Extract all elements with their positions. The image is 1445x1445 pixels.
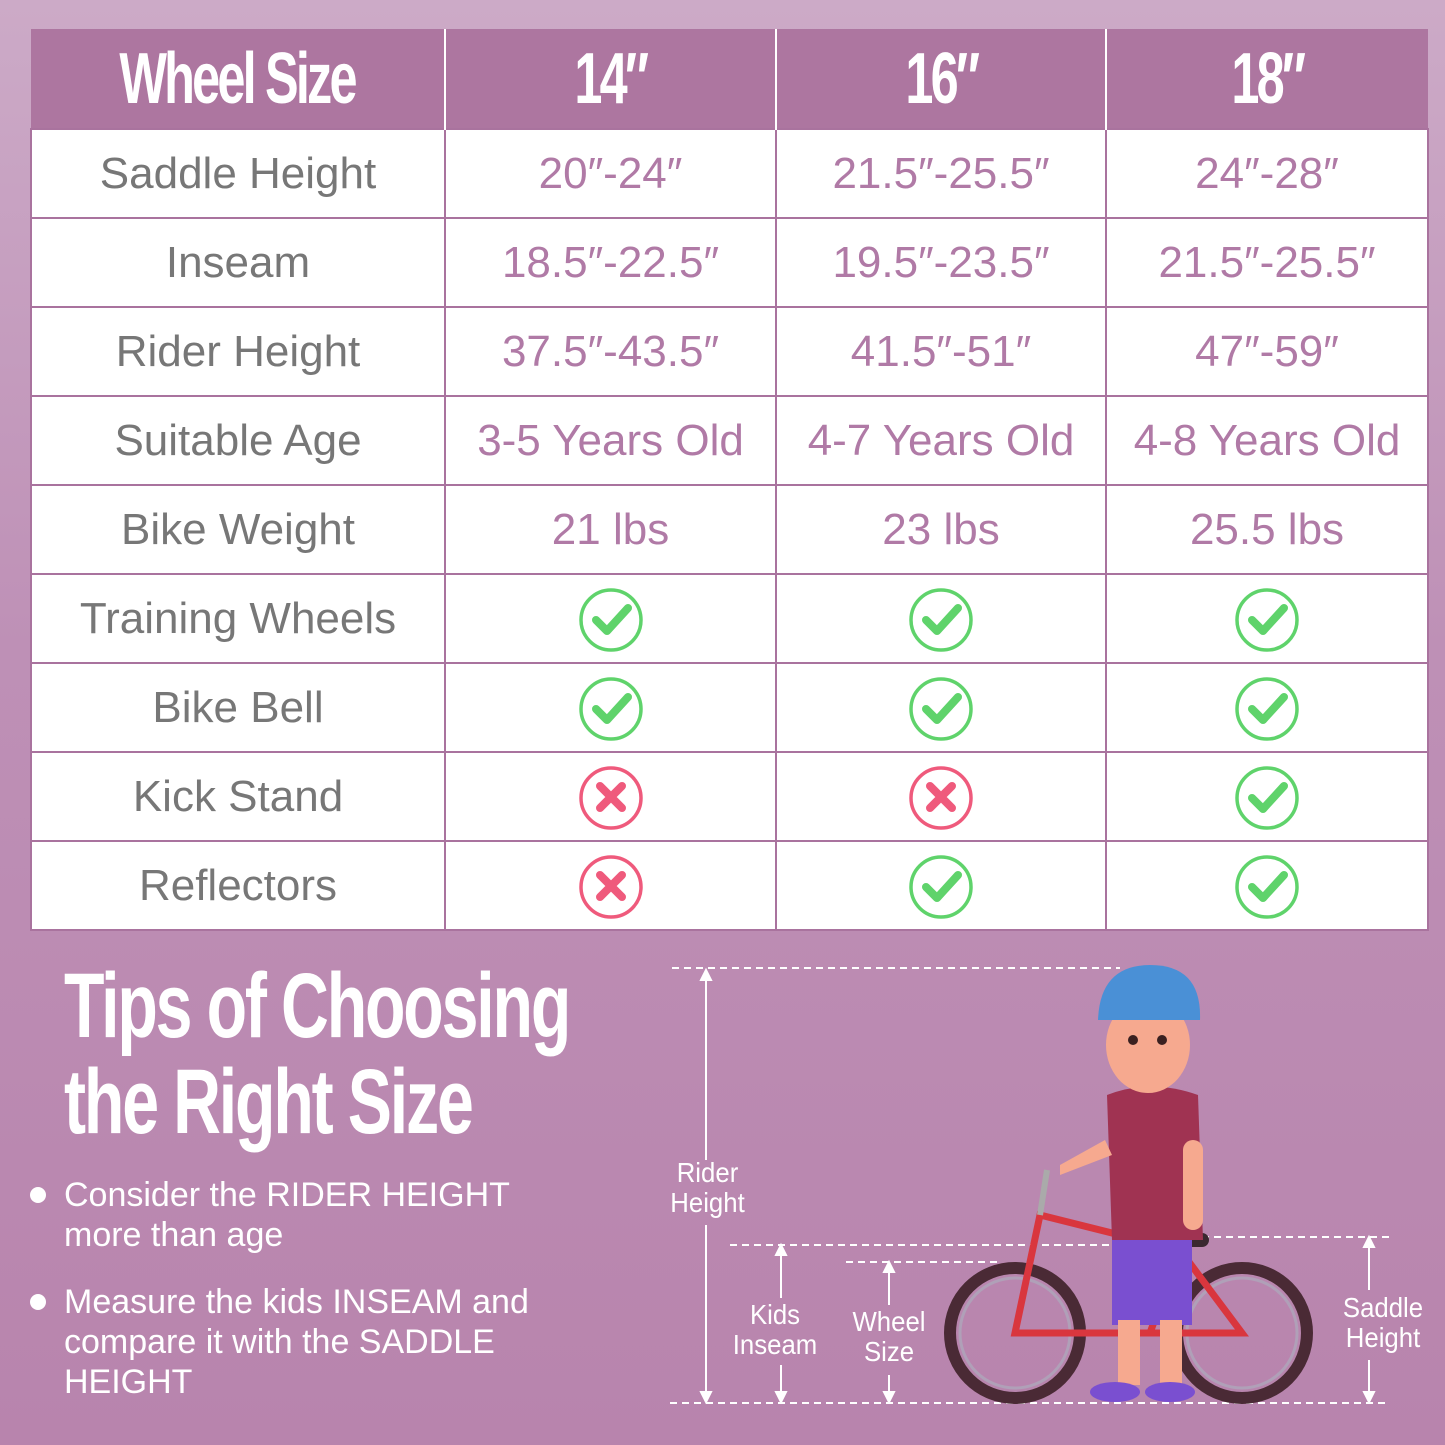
table-row: Rider Height 37.5″-43.5″ 41.5″-51″ 47″-59″ bbox=[30, 306, 1429, 397]
tip-line: HEIGHT bbox=[64, 1363, 193, 1401]
bullet-dot-icon bbox=[30, 1294, 46, 1310]
column-header-wheel-size: Wheel Size bbox=[31, 29, 446, 129]
row-label: Suitable Age bbox=[30, 395, 446, 486]
column-header-size: 16″ bbox=[776, 29, 1107, 129]
cell-mark bbox=[444, 662, 777, 753]
row-label: Bike Bell bbox=[30, 662, 446, 753]
header-text: Wheel Size bbox=[119, 38, 358, 119]
cross-icon bbox=[578, 765, 643, 830]
header-text: 18″ bbox=[1231, 38, 1307, 119]
checkmark-icon bbox=[909, 587, 973, 652]
cell-mark bbox=[1105, 662, 1429, 753]
tip-line: more than age bbox=[64, 1216, 284, 1254]
header-text: 14″ bbox=[574, 38, 650, 119]
cell-value: 23 lbs bbox=[775, 484, 1107, 575]
cell-value: 18.5″-22.5″ bbox=[444, 217, 777, 308]
table-row: Training Wheels bbox=[30, 573, 1429, 664]
table-row: Reflectors bbox=[30, 840, 1429, 931]
cell-value: 41.5″-51″ bbox=[775, 306, 1107, 397]
cell-mark bbox=[444, 751, 777, 842]
checkmark-icon bbox=[578, 587, 643, 652]
row-label: Reflectors bbox=[30, 840, 446, 931]
row-label: Bike Weight bbox=[30, 484, 446, 575]
cell-mark bbox=[775, 840, 1107, 931]
cell-value: 20″-24″ bbox=[444, 128, 777, 219]
row-label: Rider Height bbox=[30, 306, 446, 397]
kids-inseam-label: Kids Inseam bbox=[732, 1299, 818, 1360]
cell-value: 25.5 lbs bbox=[1105, 484, 1429, 575]
cell-value: 47″-59″ bbox=[1105, 306, 1429, 397]
saddle-height-label: Saddle Height bbox=[1342, 1292, 1424, 1353]
table-row: Bike Weight 21 lbs 23 lbs 25.5 lbs bbox=[30, 484, 1429, 575]
checkmark-icon bbox=[909, 854, 973, 919]
row-label: Saddle Height bbox=[30, 128, 446, 219]
cell-mark bbox=[775, 751, 1107, 842]
kid-rider-icon bbox=[1060, 965, 1203, 1402]
cell-mark bbox=[775, 573, 1107, 664]
tip-bullet-2: Measure the kids INSEAM and compare it w… bbox=[30, 1282, 590, 1402]
column-header-size: 18″ bbox=[1106, 29, 1428, 129]
tip-bullet-1: Consider the RIDER HEIGHT more than age bbox=[30, 1175, 590, 1255]
cell-value: 4-8 Years Old bbox=[1105, 395, 1429, 486]
checkmark-icon bbox=[909, 676, 973, 741]
cell-value: 21.5″-25.5″ bbox=[775, 128, 1107, 219]
column-header-size: 14″ bbox=[445, 29, 777, 129]
cell-mark bbox=[775, 662, 1107, 753]
table-row: Saddle Height 20″-24″ 21.5″-25.5″ 24″-28″ bbox=[30, 128, 1429, 219]
cross-icon bbox=[909, 765, 973, 830]
cell-mark bbox=[1105, 573, 1429, 664]
rider-height-label: Rider Height bbox=[670, 1157, 745, 1218]
bullet-dot-icon bbox=[30, 1187, 46, 1203]
cell-value: 4-7 Years Old bbox=[775, 395, 1107, 486]
tip-line: compare it with the SADDLE bbox=[64, 1323, 495, 1361]
cell-mark bbox=[1105, 840, 1429, 931]
table-row: Inseam 18.5″-22.5″ 19.5″-23.5″ 21.5″-25.5″ bbox=[30, 217, 1429, 308]
checkmark-icon bbox=[1235, 587, 1299, 652]
row-label: Training Wheels bbox=[30, 573, 446, 664]
cell-mark bbox=[444, 840, 777, 931]
cell-mark bbox=[444, 573, 777, 664]
cell-value: 19.5″-23.5″ bbox=[775, 217, 1107, 308]
cell-value: 24″-28″ bbox=[1105, 128, 1429, 219]
cell-value: 37.5″-43.5″ bbox=[444, 306, 777, 397]
cell-mark bbox=[1105, 751, 1429, 842]
checkmark-icon bbox=[1235, 854, 1299, 919]
table-row: Kick Stand bbox=[30, 751, 1429, 842]
header-text: 16″ bbox=[905, 38, 980, 119]
checkmark-icon bbox=[578, 676, 643, 741]
cell-value: 21 lbs bbox=[444, 484, 777, 575]
cross-icon bbox=[578, 854, 643, 919]
table-row: Bike Bell bbox=[30, 662, 1429, 753]
size-chart-table: Wheel Size 14″ 16″ 18″ Saddle Height 20″-24″… bbox=[30, 29, 1429, 931]
cell-value: 3-5 Years Old bbox=[444, 395, 777, 486]
tip-line: Measure the kids INSEAM and bbox=[64, 1283, 529, 1321]
tip-line: Consider the RIDER HEIGHT bbox=[64, 1176, 510, 1214]
row-label: Inseam bbox=[30, 217, 446, 308]
tips-title-line2: the Right Size bbox=[64, 1051, 474, 1153]
checkmark-icon bbox=[1235, 765, 1299, 830]
tips-title-line1: Tips of Choosing bbox=[64, 955, 571, 1057]
table-row: Suitable Age 3-5 Years Old 4-7 Years Old 4-… bbox=[30, 395, 1429, 486]
checkmark-icon bbox=[1235, 676, 1299, 741]
cell-value: 21.5″-25.5″ bbox=[1105, 217, 1429, 308]
row-label: Kick Stand bbox=[30, 751, 446, 842]
tips-title: Tips of Choosing the Right Size bbox=[64, 958, 766, 1150]
wheel-size-label: Wheel Size bbox=[852, 1306, 926, 1367]
